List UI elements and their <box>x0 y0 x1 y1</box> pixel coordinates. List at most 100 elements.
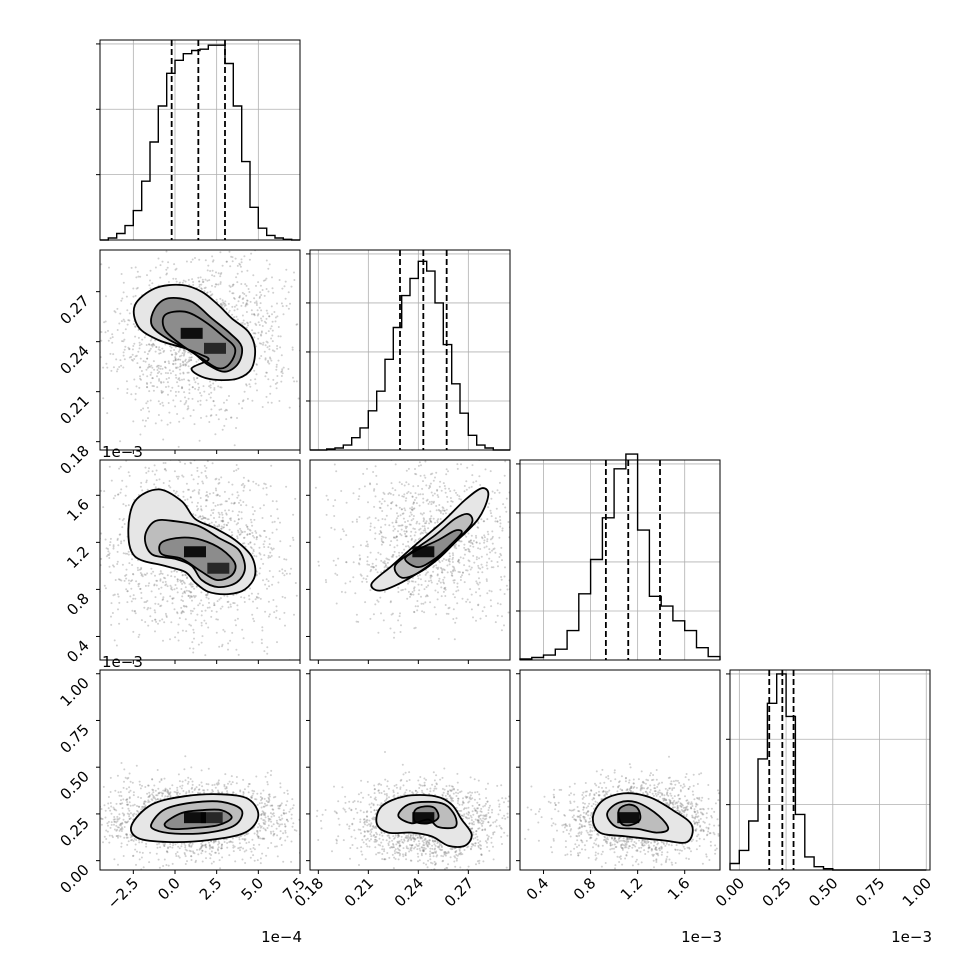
sample-point <box>153 483 156 486</box>
sample-point <box>372 471 375 473</box>
sample-point <box>205 857 207 860</box>
sample-point <box>373 489 375 492</box>
sample-point <box>203 619 206 622</box>
sample-point <box>231 534 234 536</box>
sample-point <box>489 804 491 807</box>
sample-point <box>434 851 437 854</box>
sample-point <box>111 612 114 614</box>
sample-point <box>246 525 249 528</box>
sample-point <box>270 815 273 818</box>
sample-point <box>455 850 458 852</box>
sample-point <box>404 853 407 856</box>
sample-point <box>269 818 272 821</box>
sample-point <box>244 304 247 306</box>
sample-point <box>253 790 256 793</box>
sample-point <box>421 789 423 792</box>
sample-point <box>249 379 252 381</box>
sample-point <box>445 797 448 800</box>
sample-point <box>200 416 202 419</box>
sample-point <box>398 844 401 847</box>
sample-point <box>132 854 135 857</box>
sample-point <box>241 858 244 861</box>
sample-point <box>232 791 235 794</box>
sample-point <box>147 406 149 409</box>
sample-point <box>238 842 241 845</box>
sample-point <box>221 856 224 859</box>
sample-point <box>435 509 438 512</box>
sample-point <box>119 803 122 805</box>
sample-point <box>201 278 204 281</box>
sample-point <box>448 606 451 609</box>
sample-point <box>266 312 269 315</box>
sample-point <box>687 778 690 781</box>
panel-frame <box>309 249 511 451</box>
sample-point <box>436 488 439 491</box>
sample-point <box>380 531 383 534</box>
sample-point <box>264 829 267 832</box>
sample-point <box>262 837 264 840</box>
sample-point <box>212 501 215 504</box>
sample-point <box>676 805 679 808</box>
sample-point <box>429 574 432 577</box>
sample-point <box>215 489 218 492</box>
sample-point <box>132 573 135 576</box>
sample-point <box>428 843 431 846</box>
sample-point <box>169 389 172 392</box>
sample-point <box>113 828 116 831</box>
sample-point <box>412 485 415 488</box>
sample-point <box>125 568 128 571</box>
sample-point <box>286 818 288 821</box>
sample-point <box>176 578 179 581</box>
sample-point <box>165 469 168 472</box>
sample-point <box>457 560 460 563</box>
sample-point <box>132 323 135 326</box>
sample-point <box>617 838 620 841</box>
sample-point <box>427 845 430 848</box>
sample-point <box>104 809 107 812</box>
sample-point <box>252 617 255 620</box>
sample-point <box>217 789 219 792</box>
sample-point <box>506 816 509 819</box>
sample-point <box>413 840 416 843</box>
sample-point <box>266 646 269 649</box>
sample-point <box>413 837 416 840</box>
sample-point <box>219 303 222 305</box>
sample-point <box>373 840 376 843</box>
sample-point <box>479 594 482 597</box>
sample-point <box>120 320 123 323</box>
sample-point <box>469 798 472 801</box>
sample-point <box>503 624 505 627</box>
sample-point <box>676 807 679 810</box>
sample-point <box>262 811 265 814</box>
sample-point <box>279 786 282 789</box>
sample-point <box>208 279 211 282</box>
sample-point <box>425 843 428 846</box>
sample-point <box>239 533 242 536</box>
sample-point <box>145 479 148 482</box>
sample-point <box>419 784 422 787</box>
sample-point <box>122 855 125 857</box>
sample-point <box>235 624 237 627</box>
sample-point <box>453 546 456 549</box>
sample-point <box>232 283 235 286</box>
sample-point <box>200 509 203 512</box>
sample-point <box>306 518 308 520</box>
sample-point <box>453 581 456 584</box>
sample-point <box>271 313 273 316</box>
sample-point <box>125 485 128 488</box>
sample-point <box>352 576 355 579</box>
sample-point <box>409 523 412 526</box>
sample-point <box>236 537 239 540</box>
sample-point <box>264 775 267 778</box>
sample-point <box>260 806 263 809</box>
sample-point <box>108 465 111 468</box>
sample-point <box>236 281 239 284</box>
sample-point <box>480 853 483 856</box>
sample-point <box>432 501 435 504</box>
sample-point <box>220 386 223 389</box>
sample-point <box>429 847 432 850</box>
sample-point <box>446 571 449 574</box>
sample-point <box>190 595 193 598</box>
sample-point <box>229 639 232 642</box>
sample-point <box>417 840 420 843</box>
